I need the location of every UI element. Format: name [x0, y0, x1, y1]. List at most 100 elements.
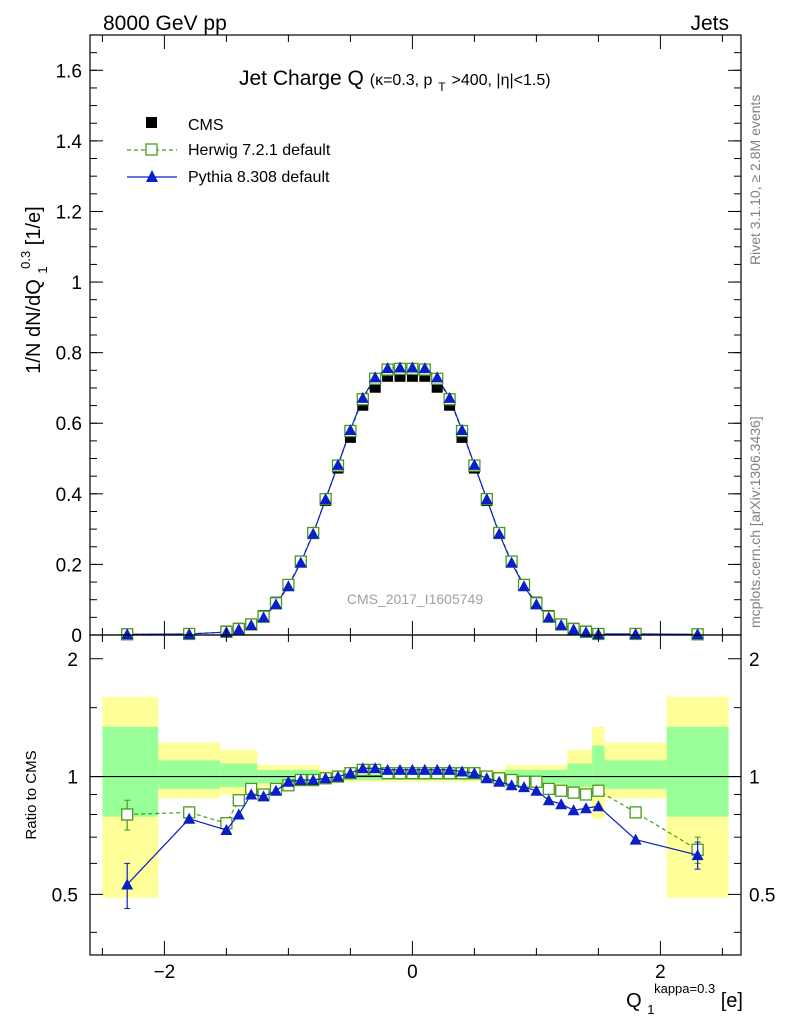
data-point [344, 431, 356, 443]
ratio-bands-layer [90, 696, 741, 898]
data-point [418, 362, 431, 374]
ratio-y-tick-label-right: 1 [749, 768, 760, 789]
ratio-point [579, 788, 593, 801]
y-axis-label: 1/N dN/dQ 1 0.3 [1/e] [13, 206, 52, 373]
rivet-label: Rivet 3.1.10, ≥ 2.8M events [747, 95, 763, 265]
uncertainty-band-inner [567, 763, 593, 788]
process-label: Jets [690, 12, 729, 35]
y-tick-label: 0 [71, 626, 82, 647]
data-point [431, 371, 444, 383]
ratio-point [468, 767, 481, 779]
data-point [480, 493, 493, 505]
data-point [356, 391, 369, 403]
data-point [344, 423, 357, 435]
ratio-point [480, 772, 493, 784]
data-point [369, 371, 382, 383]
ratio-point [418, 763, 431, 775]
data-point [394, 370, 406, 382]
data-point [381, 362, 394, 374]
legend-marker-pythia [146, 170, 158, 182]
ratio-point [542, 794, 555, 806]
data-point [332, 458, 344, 470]
ratio-point [592, 784, 605, 797]
data-point [542, 611, 555, 623]
legend-marker-herwig [145, 143, 158, 156]
data-point [456, 431, 468, 443]
ratio-point [629, 833, 642, 845]
data-point [456, 423, 468, 435]
ratio-point [220, 824, 233, 836]
data-point [406, 361, 419, 373]
data-point [406, 370, 418, 382]
legend: CMS Herwig 7.2.1 default Pythia 8.308 de… [127, 117, 331, 186]
ratio-point [567, 804, 580, 816]
data-point [183, 627, 196, 639]
ratio-point [394, 763, 406, 775]
ratio-point [294, 773, 307, 785]
ratio-point [232, 808, 245, 820]
y-tick-label: 0.2 [56, 555, 82, 576]
data-point [629, 627, 642, 639]
data-point [691, 628, 704, 640]
ratio-y-tick-label-right: 0.5 [749, 885, 775, 906]
y-tick-label: 1.2 [56, 202, 82, 223]
data-point [567, 623, 580, 635]
data-point [555, 619, 568, 631]
uncertainty-band-inner [666, 726, 729, 817]
ratio-point [381, 763, 394, 775]
ratio-point [542, 782, 555, 796]
ratio-point [257, 790, 270, 802]
ratio-point [505, 779, 518, 791]
data-point [493, 527, 506, 539]
ratio-point [567, 786, 580, 799]
ratio-axis-ticks: 0.5 0.5 1 1 2 2 −2 0 2 [52, 635, 775, 983]
data-point [245, 619, 258, 631]
analysis-watermark: CMS_2017_I1605749 [347, 591, 483, 607]
ratio-point [270, 784, 282, 796]
ratio-point [580, 802, 592, 814]
ratio-point [121, 878, 134, 890]
top-axis-ticks: 0 0.2 0.4 0.6 0.8 1 1.2 1.4 1.6 [56, 34, 741, 647]
data-point [282, 580, 295, 592]
data-point [382, 370, 394, 382]
ratio-y-tick-label: 0.5 [52, 885, 78, 906]
y-tick-label: 1 [71, 273, 82, 294]
legend-label-cms: CMS [188, 117, 224, 134]
ratio-point [245, 788, 258, 800]
ratio-point [307, 773, 320, 785]
data-point [294, 556, 307, 568]
uncertainty-band-inner [102, 726, 159, 817]
ratio-point [691, 849, 704, 861]
ratio-point [443, 763, 456, 775]
ratio-y-axis-label: Ratio to CMS [23, 750, 40, 839]
data-point [443, 391, 456, 403]
ratio-point [282, 775, 295, 787]
y-tick-label: 1.6 [56, 61, 82, 82]
legend-marker-cms [146, 117, 157, 128]
data-point [518, 580, 530, 592]
data-point [468, 458, 481, 470]
x-tick-label: 2 [655, 962, 666, 983]
y-tick-label: 1.4 [56, 132, 83, 153]
y-tick-label: 0.6 [56, 414, 82, 435]
ratio-point [232, 794, 245, 807]
ratio-point [530, 784, 543, 796]
energy-label: 8000 GeV pp [103, 12, 227, 35]
legend-label-pythia: Pythia 8.308 default [188, 169, 330, 186]
ratio-point [332, 770, 344, 782]
ratio-point [555, 784, 568, 797]
plot-title: Jet Charge Q (κ=0.3, p T >400, |η|<1.5) [239, 67, 551, 96]
ratio-y-tick-label-right: 2 [749, 650, 760, 671]
x-axis-label: Q 1 kappa=0.3 [e] [626, 976, 743, 1019]
data-point [431, 381, 443, 393]
y-tick-label: 0.4 [56, 485, 83, 506]
uncertainty-band-inner [592, 745, 605, 795]
data-point [270, 598, 282, 610]
data-point [232, 623, 245, 635]
uncertainty-band-inner [604, 760, 667, 789]
ratio-y-tick-label: 2 [67, 650, 78, 671]
ratio-plot-frame [89, 634, 742, 956]
data-point [307, 527, 320, 539]
data-point [121, 628, 134, 640]
ratio-point [344, 767, 357, 779]
